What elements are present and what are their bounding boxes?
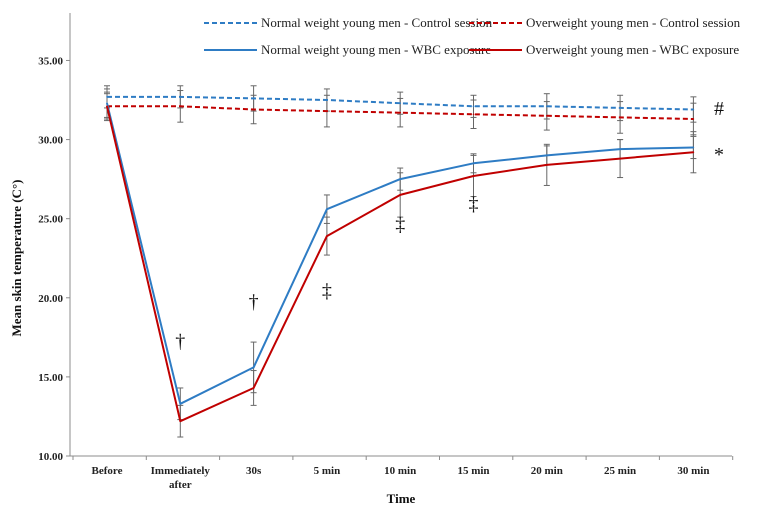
data-point bbox=[252, 366, 255, 369]
significance-mark: † bbox=[175, 331, 185, 353]
y-axis-title: Mean skin temperature (C°) bbox=[9, 180, 24, 337]
data-point bbox=[326, 99, 328, 101]
series-line-3 bbox=[106, 102, 694, 405]
data-point bbox=[106, 105, 108, 108]
series-line-4 bbox=[106, 106, 694, 423]
y-tick-label: 15.00 bbox=[38, 372, 63, 384]
data-point bbox=[692, 118, 695, 120]
data-point bbox=[546, 105, 548, 108]
data-point bbox=[546, 164, 548, 166]
data-point bbox=[692, 151, 695, 154]
data-point bbox=[179, 402, 182, 405]
data-point bbox=[106, 102, 108, 104]
x-tick-label: after bbox=[169, 479, 192, 491]
significance-mark: # bbox=[714, 98, 724, 120]
x-tick-label: 30s bbox=[246, 465, 262, 477]
x-tick-label: 25 min bbox=[604, 465, 636, 477]
legend-label: Normal weight young men - Control sessio… bbox=[261, 15, 493, 30]
data-point bbox=[252, 108, 255, 111]
data-point bbox=[179, 96, 182, 98]
data-point bbox=[399, 178, 402, 180]
significance-mark: † bbox=[249, 291, 259, 313]
legend-item: Normal weight young men - WBC exposure bbox=[204, 42, 491, 57]
data-point bbox=[179, 420, 182, 422]
data-point bbox=[546, 115, 548, 117]
legend-item: Overweight young men - Control session bbox=[469, 15, 741, 30]
data-point bbox=[472, 113, 475, 116]
data-point bbox=[399, 194, 402, 196]
data-point bbox=[252, 387, 255, 389]
x-tick-label: 20 min bbox=[531, 465, 563, 477]
data-point bbox=[399, 102, 402, 104]
legend-item: Normal weight young men - Control sessio… bbox=[204, 15, 493, 30]
x-tick-label: 5 min bbox=[314, 465, 341, 477]
chart-legend: Normal weight young men - Control sessio… bbox=[204, 15, 741, 57]
data-point bbox=[106, 96, 108, 98]
legend-label: Overweight young men - WBC exposure bbox=[526, 42, 739, 57]
y-tick-label: 35.00 bbox=[38, 55, 63, 67]
y-tick-label: 10.00 bbox=[38, 451, 63, 463]
y-tick-label: 30.00 bbox=[38, 135, 63, 147]
data-point bbox=[619, 148, 621, 150]
series-4 bbox=[104, 91, 697, 438]
significance-mark: * bbox=[714, 144, 724, 166]
data-point bbox=[619, 157, 621, 160]
data-point bbox=[472, 175, 475, 177]
data-point bbox=[399, 111, 402, 114]
series-3 bbox=[104, 88, 697, 421]
x-tick-label: Before bbox=[92, 465, 123, 477]
x-tick-label: 30 min bbox=[677, 465, 709, 477]
y-axis: 10.00 15.00 20.00 25.00 30.00 35.00 bbox=[38, 13, 71, 463]
data-point bbox=[326, 208, 328, 210]
x-tick-label: 15 min bbox=[457, 465, 489, 477]
x-tick-label: 10 min bbox=[384, 465, 416, 477]
legend-item: Overweight young men - WBC exposure bbox=[469, 42, 739, 57]
data-point bbox=[326, 110, 328, 112]
annotations: † † ‡ ‡ ‡ # * bbox=[175, 98, 724, 353]
x-tick-label: Immediately bbox=[151, 465, 211, 477]
significance-mark: ‡ bbox=[322, 280, 332, 302]
data-point bbox=[546, 154, 548, 157]
y-tick-label: 25.00 bbox=[38, 214, 63, 226]
data-point bbox=[252, 97, 255, 100]
significance-mark: ‡ bbox=[395, 213, 405, 235]
data-point bbox=[472, 105, 475, 108]
x-axis: Before Immediately after 30s 5 min 10 min 15 m… bbox=[70, 455, 734, 491]
data-point bbox=[692, 108, 695, 111]
data-point bbox=[179, 105, 182, 108]
series-line-2 bbox=[107, 105, 694, 120]
data-point bbox=[326, 235, 328, 237]
data-point bbox=[692, 146, 695, 149]
y-tick-label: 20.00 bbox=[38, 293, 63, 305]
x-axis-title: Time bbox=[387, 491, 416, 506]
series-group bbox=[104, 85, 697, 438]
data-point bbox=[619, 107, 621, 109]
series-line-1 bbox=[107, 95, 694, 111]
legend-label: Normal weight young men - WBC exposure bbox=[261, 42, 491, 57]
data-point bbox=[619, 116, 621, 119]
significance-mark: ‡ bbox=[469, 193, 479, 215]
data-point bbox=[472, 162, 475, 165]
legend-label: Overweight young men - Control session bbox=[526, 15, 741, 30]
